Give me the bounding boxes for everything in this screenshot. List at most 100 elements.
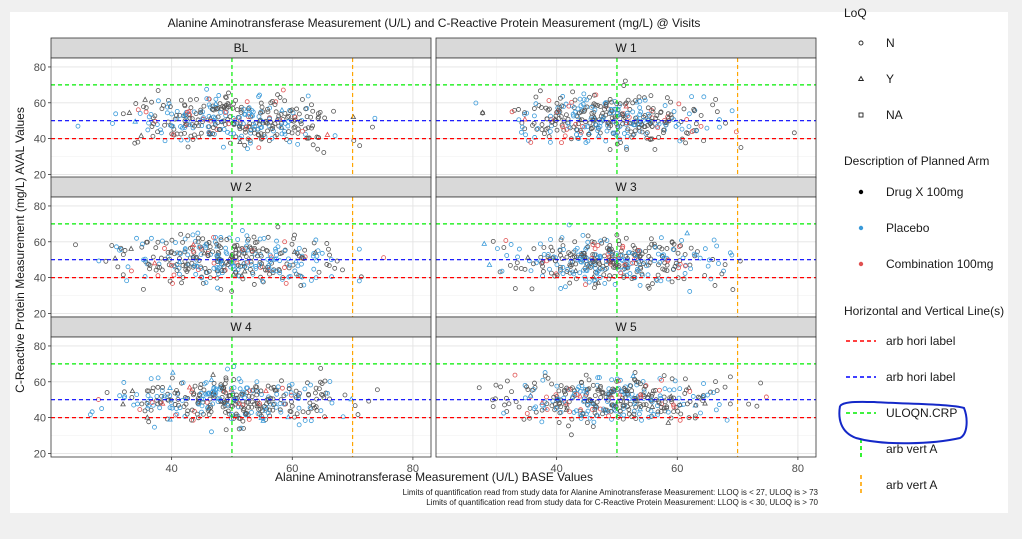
data-point: [159, 393, 164, 399]
data-point: [177, 250, 183, 256]
data-point: [546, 98, 552, 103]
legend-item-line-0-key: [846, 340, 876, 342]
legend-item-arm-2-key: [858, 261, 864, 267]
data-point: [667, 387, 672, 393]
data-point: [628, 383, 634, 389]
data-point: [236, 251, 242, 257]
data-point: [194, 411, 200, 417]
legend-item-loq-n-key: [858, 40, 864, 46]
data-point: [277, 251, 283, 256]
data-point: [621, 83, 627, 88]
data-point: [99, 406, 105, 411]
data-point: [260, 408, 265, 414]
data-point: [620, 258, 626, 263]
data-point: [522, 382, 528, 388]
data-point: [281, 401, 287, 407]
data-point: [590, 382, 596, 388]
data-point: [272, 102, 278, 107]
data-point: [124, 278, 130, 284]
data-point: [625, 391, 631, 397]
data-point: [114, 244, 119, 250]
data-point: [554, 100, 560, 106]
data-point: [719, 271, 725, 277]
data-point: [708, 276, 714, 282]
data-point: [268, 385, 274, 391]
data-point: [271, 267, 277, 273]
data-point: [567, 409, 572, 415]
data-point: [170, 132, 176, 138]
data-point: [270, 407, 276, 413]
data-point: [241, 106, 247, 112]
data-point: [170, 123, 176, 129]
data-point: [316, 386, 322, 392]
data-point-triangle: [279, 106, 285, 113]
data-point: [265, 410, 271, 416]
data-point: [286, 256, 291, 262]
data-point: [562, 400, 568, 405]
data-point: [636, 125, 642, 130]
data-point: [647, 260, 653, 266]
data-point: [629, 134, 635, 140]
data-point: [309, 102, 314, 108]
data-point: [228, 385, 234, 391]
data-point: [559, 103, 565, 109]
data-point: [194, 254, 199, 260]
data-point: [553, 406, 559, 411]
data-point: [258, 131, 264, 137]
data-point: [588, 400, 594, 406]
data-point: [292, 117, 298, 123]
data-point: [533, 260, 539, 266]
data-point-triangle: [610, 259, 617, 265]
data-point: [144, 400, 150, 406]
data-point: [203, 280, 209, 286]
data-point: [267, 407, 273, 413]
data-point: [548, 113, 553, 119]
x-tick-label: 40: [166, 463, 178, 475]
data-point: [524, 411, 530, 416]
data-point: [531, 113, 537, 119]
data-point: [623, 253, 629, 259]
data-point: [190, 232, 196, 238]
data-point: [223, 390, 229, 396]
data-point: [184, 269, 190, 274]
data-point-triangle: [144, 414, 151, 420]
data-point: [645, 272, 651, 278]
data-point: [224, 259, 229, 265]
data-point: [585, 402, 591, 408]
data-point: [195, 400, 201, 406]
data-point: [532, 135, 538, 140]
data-point: [561, 389, 567, 395]
data-point: [291, 125, 297, 131]
data-point: [228, 403, 234, 409]
data-point: [603, 102, 609, 107]
data-point: [245, 399, 251, 405]
data-point: [160, 103, 166, 108]
data-point: [582, 254, 588, 260]
data-point: [137, 407, 143, 412]
data-point: [738, 145, 744, 150]
data-point: [607, 273, 612, 279]
data-point: [662, 399, 668, 405]
data-point: [529, 286, 535, 292]
data-point: [643, 402, 649, 408]
data-point: [285, 114, 290, 120]
data-point: [144, 388, 150, 394]
data-point: [606, 391, 612, 397]
facet-label: BL: [234, 41, 249, 55]
data-point: [552, 273, 558, 279]
data-point: [318, 365, 324, 371]
data-point: [664, 404, 670, 410]
data-point: [215, 120, 221, 125]
data-point: [194, 96, 199, 102]
y-tick-label: 40: [34, 273, 46, 285]
data-point: [256, 94, 261, 99]
data-point: [223, 94, 228, 100]
data-point: [654, 113, 660, 118]
data-point: [637, 105, 643, 111]
data-point: [231, 131, 237, 137]
data-point: [711, 237, 717, 243]
data-point: [250, 387, 256, 393]
legend-item-line-2: ULOQN.CRP: [844, 403, 1014, 423]
data-point: [207, 396, 213, 402]
data-point: [340, 267, 345, 273]
